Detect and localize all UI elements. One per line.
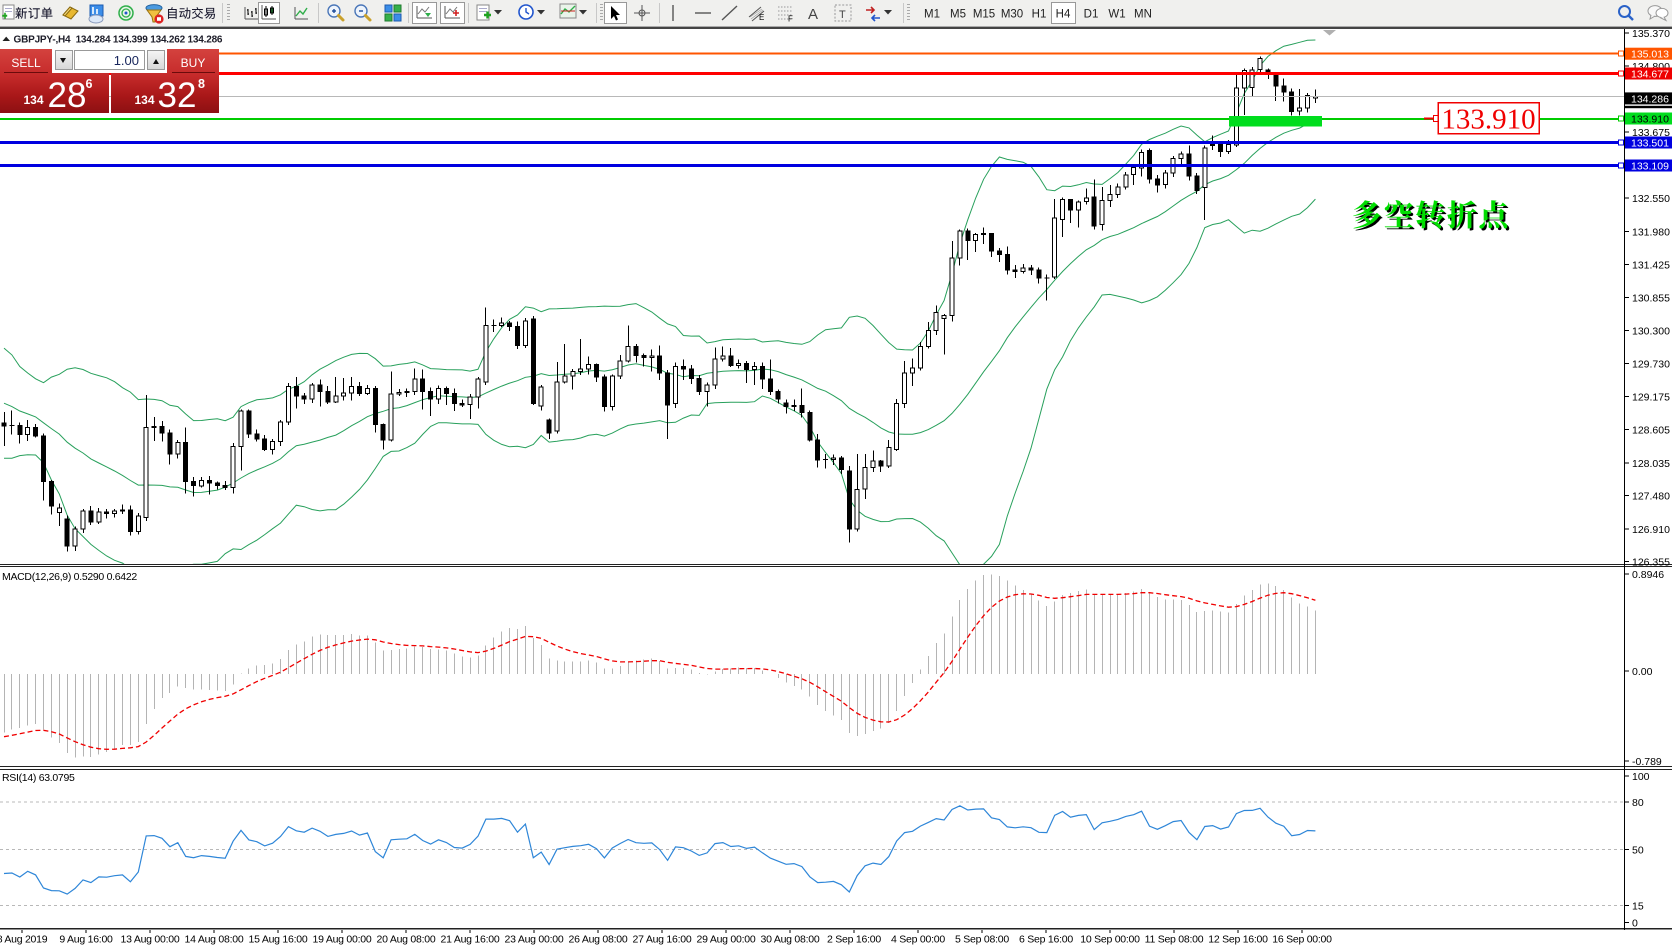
svg-text:132.550: 132.550: [1632, 193, 1670, 205]
svg-text:21 Aug 16:00: 21 Aug 16:00: [441, 934, 500, 946]
svg-text:127.480: 127.480: [1632, 491, 1670, 503]
svg-text:H4: H4: [1056, 9, 1071, 21]
svg-text:26 Aug 08:00: 26 Aug 08:00: [569, 934, 628, 946]
svg-text:0: 0: [1632, 918, 1638, 930]
svg-text:E: E: [759, 13, 764, 22]
svg-text:135.013: 135.013: [1631, 49, 1669, 61]
svg-text:4 Sep 00:00: 4 Sep 00:00: [891, 934, 945, 946]
svg-text:19 Aug 00:00: 19 Aug 00:00: [313, 934, 372, 946]
svg-text:0.8946: 0.8946: [1632, 569, 1664, 581]
svg-text:M15: M15: [973, 9, 995, 21]
svg-text:27 Aug 16:00: 27 Aug 16:00: [633, 934, 692, 946]
svg-text:2 Sep 16:00: 2 Sep 16:00: [827, 934, 881, 946]
svg-text:134.286: 134.286: [1631, 93, 1669, 105]
svg-text:14 Aug 08:00: 14 Aug 08:00: [185, 934, 244, 946]
svg-text:131.980: 131.980: [1632, 227, 1670, 239]
svg-text:MN: MN: [1134, 9, 1152, 21]
svg-text:10 Sep 00:00: 10 Sep 00:00: [1080, 934, 1140, 946]
svg-text:MACD(12,26,9) 0.5290 0.6422: MACD(12,26,9) 0.5290 0.6422: [2, 571, 137, 583]
svg-text:M30: M30: [1001, 9, 1023, 21]
svg-text:133.109: 133.109: [1631, 161, 1669, 173]
svg-text:T: T: [839, 9, 846, 21]
svg-text:F: F: [788, 15, 793, 24]
svg-text:50: 50: [1632, 845, 1644, 857]
svg-text:30 Aug 08:00: 30 Aug 08:00: [761, 934, 820, 946]
svg-text:23 Aug 00:00: 23 Aug 00:00: [505, 934, 564, 946]
svg-text:126.910: 126.910: [1632, 524, 1670, 536]
svg-text:16 Sep 00:00: 16 Sep 00:00: [1272, 934, 1332, 946]
svg-text:11 Sep 08:00: 11 Sep 08:00: [1145, 934, 1204, 946]
svg-text:29 Aug 00:00: 29 Aug 00:00: [697, 934, 756, 946]
svg-text:134.677: 134.677: [1631, 69, 1669, 81]
svg-text:130.855: 130.855: [1632, 293, 1670, 305]
svg-text:9 Aug 16:00: 9 Aug 16:00: [59, 934, 113, 946]
svg-text:129.175: 129.175: [1632, 391, 1670, 403]
svg-text:20 Aug 08:00: 20 Aug 08:00: [377, 934, 436, 946]
svg-text:133.501: 133.501: [1631, 138, 1669, 150]
svg-text:133.910: 133.910: [1631, 114, 1669, 126]
svg-text:W1: W1: [1108, 9, 1125, 21]
svg-text:100: 100: [1632, 771, 1650, 783]
svg-text:130.300: 130.300: [1632, 325, 1670, 337]
svg-text:H1: H1: [1032, 9, 1047, 21]
svg-text:5 Sep 08:00: 5 Sep 08:00: [955, 934, 1009, 946]
svg-text:128.035: 128.035: [1632, 458, 1670, 470]
svg-text:A: A: [808, 6, 818, 23]
svg-text:13 Aug 00:00: 13 Aug 00:00: [121, 934, 180, 946]
svg-text:6 Sep 16:00: 6 Sep 16:00: [1019, 934, 1073, 946]
svg-text:GBPJPY-,H4 134.284 134.399 13: GBPJPY-,H4 134.284 134.399 134.262 134.2…: [14, 35, 223, 46]
svg-text:15: 15: [1632, 900, 1644, 912]
svg-text:0.00: 0.00: [1632, 666, 1653, 678]
svg-text:RSI(14) 63.0795: RSI(14) 63.0795: [2, 772, 75, 784]
svg-text:8 Aug 2019: 8 Aug 2019: [0, 934, 48, 946]
svg-text:133.675: 133.675: [1632, 127, 1670, 139]
svg-text:-0.789: -0.789: [1632, 756, 1662, 768]
svg-text:135.370: 135.370: [1632, 28, 1670, 40]
svg-text:131.425: 131.425: [1632, 259, 1670, 271]
svg-text:M5: M5: [950, 9, 966, 21]
svg-text:D1: D1: [1084, 9, 1099, 21]
svg-text:15 Aug 16:00: 15 Aug 16:00: [249, 934, 308, 946]
svg-text:128.605: 128.605: [1632, 425, 1670, 437]
svg-text:80: 80: [1632, 797, 1644, 809]
svg-text:133.910: 133.910: [1441, 104, 1535, 136]
svg-text:12 Sep 16:00: 12 Sep 16:00: [1208, 934, 1268, 946]
svg-text:129.730: 129.730: [1632, 359, 1670, 371]
svg-text:M1: M1: [924, 9, 940, 21]
svg-text:126.355: 126.355: [1632, 557, 1670, 569]
